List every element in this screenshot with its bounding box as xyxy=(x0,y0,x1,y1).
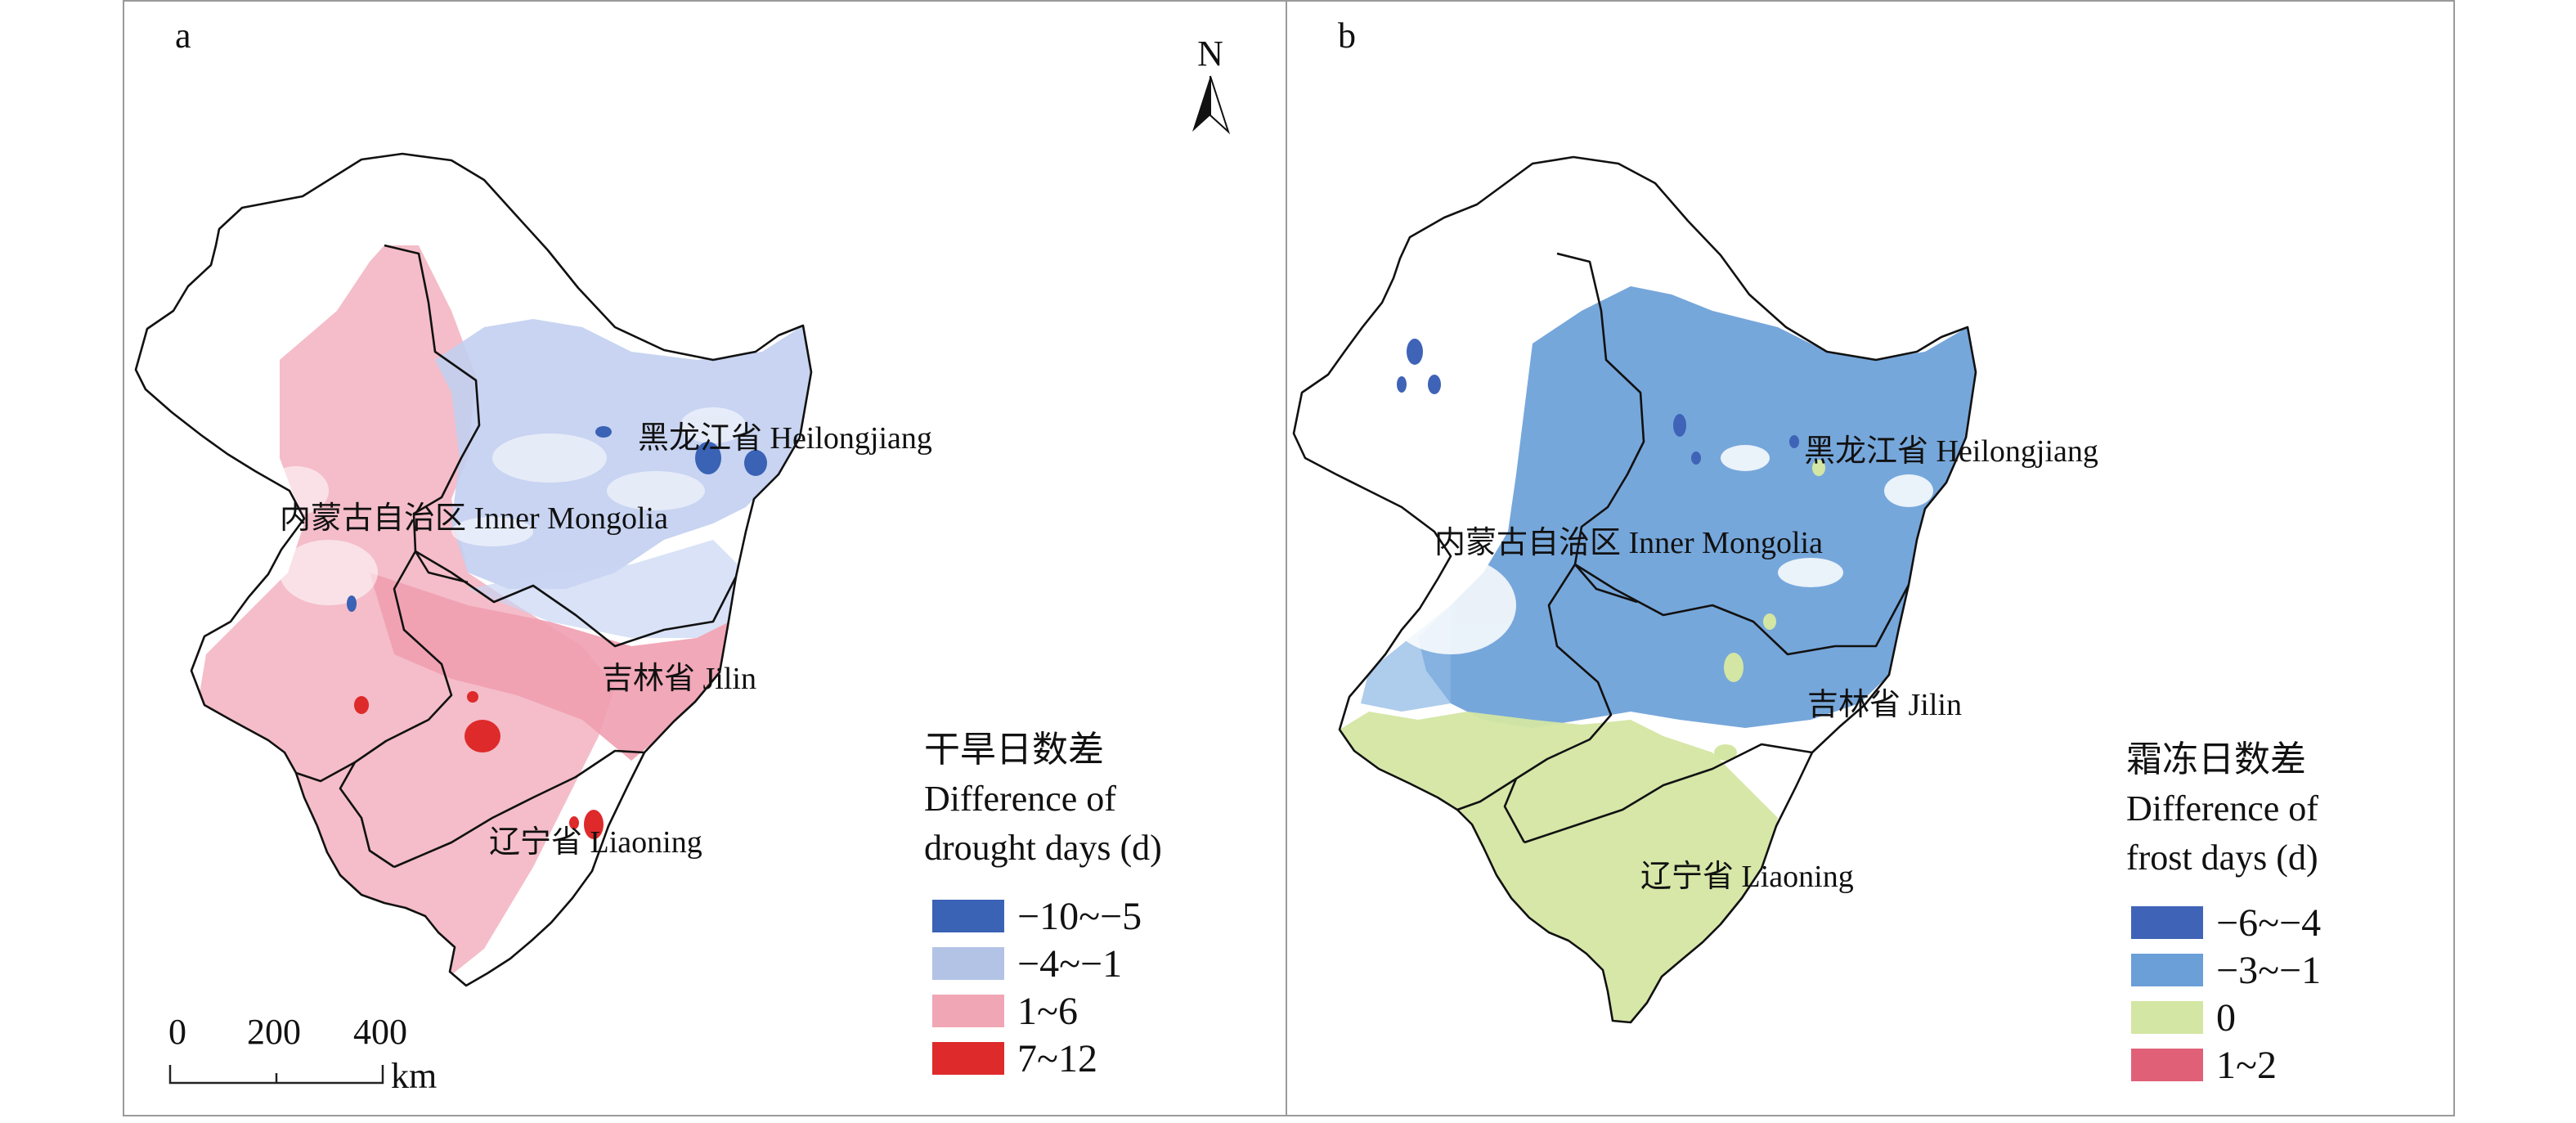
legend-a-swatch-2 xyxy=(932,995,1004,1027)
legend-b-swatch-1 xyxy=(2131,954,2203,986)
legend-a-item-0: −10~−5 xyxy=(932,893,1142,939)
panel-divider xyxy=(1286,0,1287,1116)
legend-b-item-0: −6~−4 xyxy=(2131,900,2321,946)
legend-a-title-en-1: Difference of xyxy=(924,779,1116,819)
label-heilongjiang-b: 黑龙江省 Heilongjiang xyxy=(1804,434,2098,469)
label-jilin-a: 吉林省 Jilin xyxy=(602,662,756,696)
drought-map xyxy=(134,152,813,987)
north-arrow-icon xyxy=(1192,75,1231,135)
legend-a-title-cn: 干旱日数差 xyxy=(924,730,1104,770)
legend-a-item-3: 7~12 xyxy=(932,1035,1097,1081)
label-jilin-b: 吉林省 Jilin xyxy=(1807,688,1962,722)
legend-b-item-3: 1~2 xyxy=(2131,1042,2277,1088)
legend-b-item-2: 0 xyxy=(2131,995,2236,1040)
scale-tick-400: 400 xyxy=(353,1012,407,1052)
frost-map xyxy=(1292,155,1977,1024)
label-liaoning-b: 辽宁省 Liaoning xyxy=(1640,860,1854,894)
scale-line xyxy=(168,1065,384,1085)
legend-a-label-1: −4~−1 xyxy=(1017,941,1123,986)
legend-a-swatch-0 xyxy=(932,900,1004,932)
legend-b-title-en-1: Difference of xyxy=(2126,788,2318,829)
legend-b-label-1: −3~−1 xyxy=(2216,948,2322,992)
figure-frame xyxy=(123,0,2455,1116)
legend-a-label-0: −10~−5 xyxy=(1017,894,1142,938)
scale-unit: km xyxy=(391,1056,438,1096)
legend-b-title-cn: 霜冻日数差 xyxy=(2126,739,2306,779)
legend-a-item-1: −4~−1 xyxy=(932,941,1122,986)
legend-a-label-3: 7~12 xyxy=(1017,1036,1097,1080)
legend-b-swatch-2 xyxy=(2131,1001,2203,1034)
legend-b-swatch-0 xyxy=(2131,906,2203,939)
legend-b-swatch-3 xyxy=(2131,1049,2203,1081)
legend-b-label-2: 0 xyxy=(2216,995,2236,1040)
label-heilongjiang-a: 黑龙江省 Heilongjiang xyxy=(638,421,932,456)
label-inner-mongolia-b: 内蒙古自治区 Inner Mongolia xyxy=(1434,526,1823,560)
label-liaoning-a: 辽宁省 Liaoning xyxy=(489,825,702,860)
legend-a-swatch-1 xyxy=(932,947,1004,980)
panel-label-b: b xyxy=(1338,16,1356,56)
legend-b-label-3: 1~2 xyxy=(2216,1043,2277,1087)
panel-a-drought: a xyxy=(124,0,1286,1116)
panel-b-frost: b xyxy=(1287,0,2453,1116)
north-label: N xyxy=(1197,34,1223,74)
scale-tick-200: 200 xyxy=(247,1012,301,1052)
legend-b-label-0: −6~−4 xyxy=(2216,901,2322,945)
north-arrow: N xyxy=(1186,33,1235,139)
panel-label-a: a xyxy=(175,16,191,56)
scale-tick-0: 0 xyxy=(168,1012,186,1052)
legend-b-item-1: −3~−1 xyxy=(2131,947,2321,993)
legend-b-title-en-2: frost days (d) xyxy=(2126,838,2318,878)
legend-a-swatch-3 xyxy=(932,1042,1004,1075)
legend-a-item-2: 1~6 xyxy=(932,988,1078,1034)
legend-a-title-en-2: drought days (d) xyxy=(924,828,1162,868)
legend-a-label-2: 1~6 xyxy=(1017,989,1078,1033)
label-inner-mongolia-a: 内蒙古自治区 Inner Mongolia xyxy=(280,501,668,536)
